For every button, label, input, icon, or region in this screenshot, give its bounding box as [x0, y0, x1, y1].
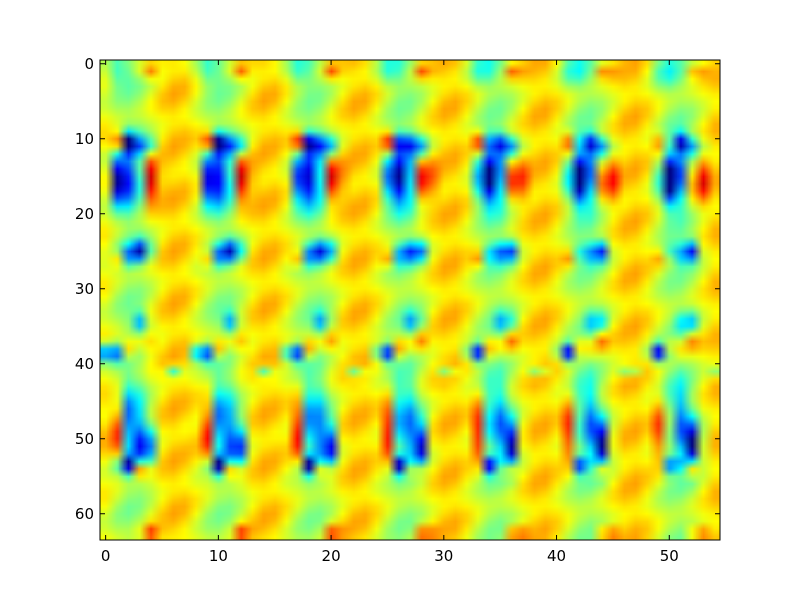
y-tick-label: 10 [75, 130, 94, 148]
y-tick-label: 0 [84, 55, 94, 73]
y-tick-label: 30 [75, 280, 94, 298]
y-tick-label: 40 [75, 355, 94, 373]
x-tick-label: 20 [322, 547, 341, 565]
x-tick-label: 30 [434, 547, 453, 565]
x-tick-label: 50 [660, 547, 679, 565]
x-tick-label: 40 [547, 547, 566, 565]
y-tick-label: 20 [75, 205, 94, 223]
y-axis: 0 10 20 30 40 50 60 [75, 55, 720, 523]
y-tick-label: 50 [75, 430, 94, 448]
y-tick-label: 60 [75, 505, 94, 523]
x-tick-label: 0 [101, 547, 111, 565]
x-axis: 0 10 20 30 40 50 [101, 60, 679, 565]
x-tick-label: 10 [209, 547, 228, 565]
plot-frame [99, 59, 721, 541]
